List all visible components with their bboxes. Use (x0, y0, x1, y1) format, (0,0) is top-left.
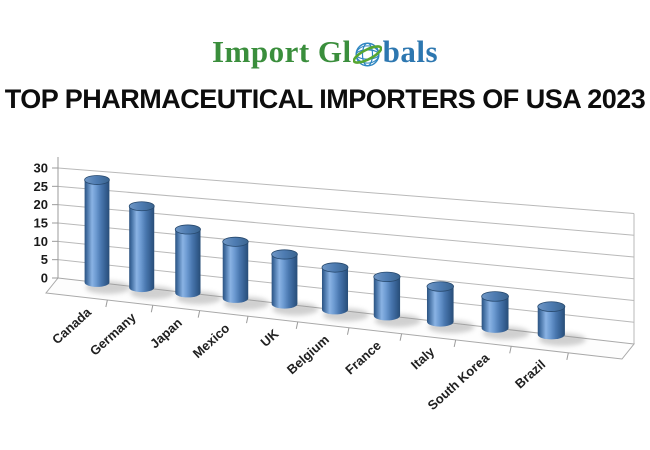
bar-cylinder-top (222, 236, 249, 247)
category-tick (453, 339, 457, 348)
category-tick (150, 305, 154, 313)
bar-cylinder-top (271, 249, 298, 260)
category-tick (246, 316, 249, 324)
y-axis-label: 15 (34, 215, 48, 230)
category-label: Germany (87, 309, 139, 358)
bar-cylinder (222, 241, 249, 303)
bar-cylinder-top (537, 301, 566, 312)
bar-cylinder-top (174, 224, 201, 235)
bar-cylinder (373, 276, 401, 321)
y-axis-label: 20 (34, 197, 48, 212)
bar-cylinder (271, 254, 298, 309)
category-label: France (342, 338, 384, 378)
bar-cylinder (537, 306, 565, 340)
bar-cylinder-top (426, 281, 454, 292)
bar-cylinder (321, 267, 349, 315)
logo-text-import: Import Gl (211, 34, 352, 69)
page-title: TOP PHARMACEUTICAL IMPORTERS OF USA 2023 (4, 84, 646, 114)
category-label: Mexico (190, 320, 233, 361)
category-tick (346, 327, 350, 335)
bar-cylinder (481, 296, 509, 333)
category-tick (105, 299, 108, 308)
category-label: UK (258, 326, 282, 350)
category-label: Japan (147, 315, 185, 351)
bar-cylinder-top (481, 291, 509, 302)
category-tick (566, 352, 569, 360)
category-label: Italy (408, 343, 438, 372)
category-tick (509, 346, 512, 354)
globe-icon (352, 41, 382, 67)
bar-cylinder (426, 286, 454, 327)
y-axis-label: 10 (34, 234, 48, 249)
y-axis-label: 5 (41, 252, 48, 267)
bar-cylinder (129, 206, 155, 293)
category-label: Canada (49, 304, 95, 347)
bar-cylinder-top (84, 175, 110, 185)
category-tick (295, 321, 299, 329)
grid-line (57, 185, 635, 236)
category-tick (197, 310, 201, 318)
bar-cylinder-top (373, 271, 401, 282)
y-axis-label: 25 (34, 179, 48, 194)
logo-text-bals: bals (382, 34, 439, 69)
y-axis-label: 0 (41, 271, 48, 286)
bar-cylinder (175, 229, 201, 298)
y-axis-label: 30 (34, 160, 48, 175)
bar-cylinder-top (321, 262, 349, 273)
category-label: South Korea (425, 350, 493, 413)
category-label: Belgium (284, 332, 332, 377)
logo: Import Gl bals (0, 34, 650, 70)
bar-cylinder-top (128, 201, 155, 212)
bar-cylinder (84, 179, 110, 287)
category-label: Brazil (512, 357, 548, 392)
grid-line (57, 167, 635, 214)
category-tick (399, 333, 403, 341)
